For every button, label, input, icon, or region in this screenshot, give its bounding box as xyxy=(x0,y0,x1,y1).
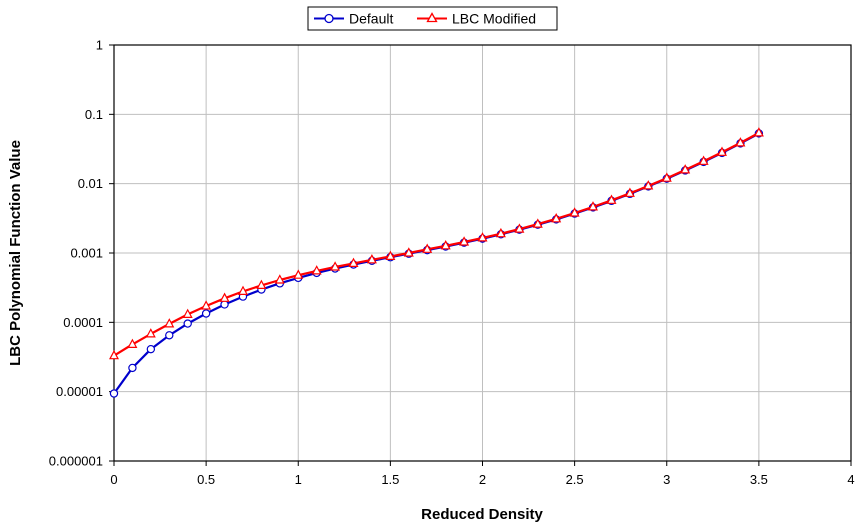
data-point-lbc-modified xyxy=(109,349,119,360)
legend: Default LBC Modified xyxy=(307,6,558,31)
data-point-default xyxy=(165,331,174,340)
x-tick-label: 3.5 xyxy=(750,472,768,487)
x-tick-label: 4 xyxy=(847,472,854,487)
data-point-default xyxy=(146,344,156,354)
data-point-lbc-modified xyxy=(643,180,654,190)
data-point-lbc-modified xyxy=(680,164,691,174)
y-tick-label: 0.01 xyxy=(78,176,103,191)
x-axis: 0 0.5 1 1.5 2 2.5 3 3.5 4 xyxy=(110,461,855,487)
legend-label-default: Default xyxy=(349,11,393,27)
data-point-lbc-modified xyxy=(440,240,451,250)
legend-marker-lbc-modified xyxy=(426,12,438,23)
y-tick-label: 0.00001 xyxy=(56,384,103,399)
data-point-lbc-modified xyxy=(459,236,470,246)
x-tick-label: 2 xyxy=(479,472,486,487)
data-point-lbc-modified xyxy=(238,285,248,295)
data-point-lbc-modified xyxy=(661,172,672,182)
data-point-lbc-modified xyxy=(735,137,746,147)
x-tick-label: 0 xyxy=(110,472,117,487)
data-point-lbc-modified xyxy=(127,338,138,348)
y-tick-label: 1 xyxy=(96,38,103,53)
data-point-default xyxy=(109,389,119,398)
data-point-lbc-modified xyxy=(624,187,635,197)
legend-marker-default xyxy=(324,13,334,24)
data-point-lbc-modified xyxy=(274,274,285,284)
data-point-lbc-modified xyxy=(698,155,709,165)
y-tick-label: 0.000001 xyxy=(49,454,103,469)
data-point-default xyxy=(201,309,211,318)
series-layer xyxy=(109,127,764,398)
data-point-default xyxy=(128,363,137,373)
grid xyxy=(114,45,851,461)
data-point-lbc-modified xyxy=(403,247,414,257)
data-point-lbc-modified xyxy=(588,201,598,211)
data-point-lbc-modified xyxy=(330,261,341,271)
data-point-lbc-modified xyxy=(495,227,506,238)
data-point-lbc-modified xyxy=(256,279,267,289)
y-axis: 0.000001 0.00001 0.0001 0.001 0.01 0.1 1 xyxy=(49,38,114,469)
data-point-lbc-modified xyxy=(366,254,377,264)
x-tick-label: 1 xyxy=(295,472,302,487)
x-tick-label: 3 xyxy=(663,472,670,487)
data-point-lbc-modified xyxy=(569,207,580,217)
data-point-lbc-modified xyxy=(201,300,212,310)
data-point-default xyxy=(220,300,229,309)
x-tick-label: 1.5 xyxy=(381,472,399,487)
y-tick-label: 0.1 xyxy=(85,107,103,122)
data-point-lbc-modified xyxy=(311,265,322,275)
legend-label-lbc-modified: LBC Modified xyxy=(452,11,536,27)
x-tick-label: 0.5 xyxy=(197,472,215,487)
data-point-lbc-modified xyxy=(348,257,359,267)
data-point-lbc-modified xyxy=(753,127,764,137)
data-point-lbc-modified xyxy=(293,269,304,279)
data-point-lbc-modified xyxy=(164,318,175,328)
y-axis-title: LBC Polynomial Function Value xyxy=(7,140,24,366)
y-tick-label: 0.001 xyxy=(70,246,103,261)
data-point-lbc-modified xyxy=(717,146,727,156)
x-axis-title: Reduced Density xyxy=(421,506,543,523)
data-point-lbc-modified xyxy=(477,232,488,242)
data-point-default xyxy=(183,319,192,328)
data-point-lbc-modified xyxy=(422,243,433,253)
data-point-lbc-modified xyxy=(514,223,525,233)
x-tick-label: 2.5 xyxy=(566,472,584,487)
data-point-lbc-modified xyxy=(551,213,562,223)
data-point-lbc-modified xyxy=(182,308,193,318)
data-point-lbc-modified xyxy=(532,218,543,228)
data-point-lbc-modified xyxy=(606,194,617,204)
data-point-lbc-modified xyxy=(219,292,230,302)
data-point-lbc-modified xyxy=(385,250,396,260)
series-lbc-modified xyxy=(109,127,764,360)
y-tick-label: 0.0001 xyxy=(63,315,103,330)
data-point-lbc-modified xyxy=(145,328,156,338)
